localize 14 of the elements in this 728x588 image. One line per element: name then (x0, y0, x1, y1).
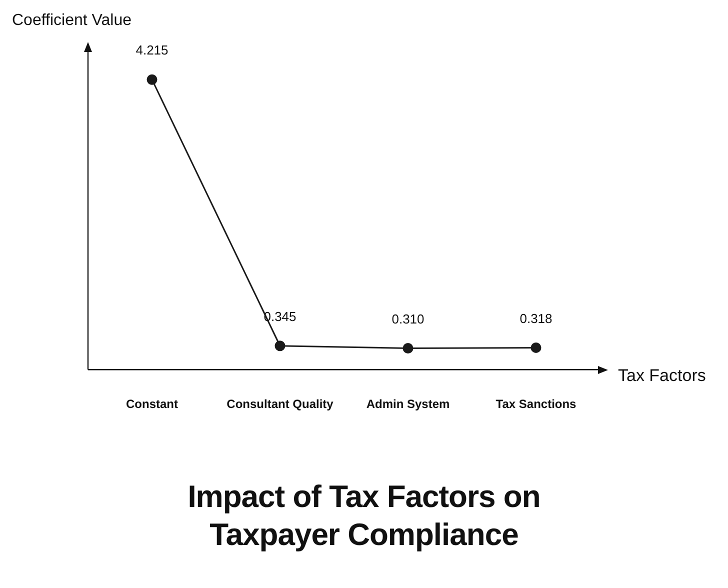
x-axis-title: Tax Factors (618, 366, 706, 386)
x-tick-label: Admin System (366, 397, 450, 412)
point (146, 74, 158, 85)
data-label: 0.318 (520, 310, 552, 326)
point (274, 340, 286, 352)
x-tick-label: Tax Sanctions (496, 397, 577, 412)
x-tick-label: Consultant Quality (226, 397, 334, 412)
point (530, 342, 542, 353)
x-tick-label: Constant (126, 397, 178, 412)
data-label: 0.310 (392, 311, 424, 326)
data-label: 4.215 (136, 42, 168, 58)
text: Impact of Tax Factors on Taxpayer Compliance (186, 478, 542, 554)
point (402, 343, 414, 354)
y-axis-title: Coefficient Value (12, 12, 132, 30)
